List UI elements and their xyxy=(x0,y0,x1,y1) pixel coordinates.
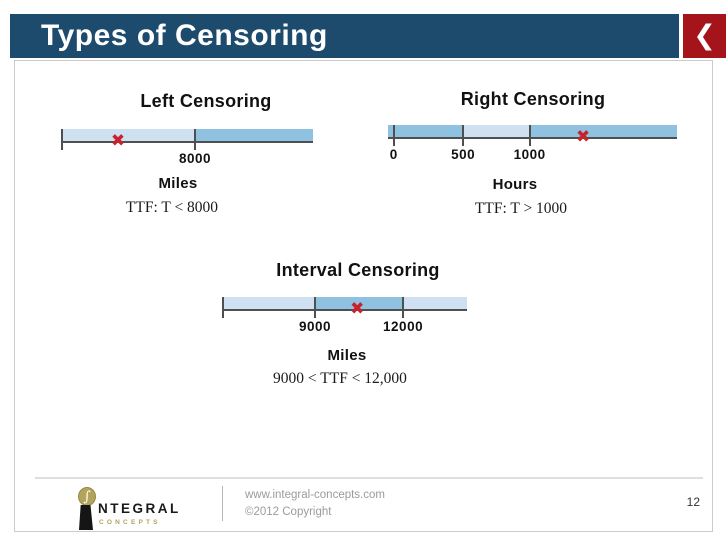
timeline-tick xyxy=(194,129,197,150)
logo-text-sub: CONCEPTS xyxy=(99,519,161,526)
slide-title: Types of Censoring xyxy=(41,19,328,52)
footer-text-block: www.integral-concepts.com ©2012 Copyrigh… xyxy=(245,487,385,521)
interval-censoring-timeline: 9000 12000 ✖ xyxy=(222,297,467,337)
tick-label: 1000 xyxy=(513,147,546,162)
back-button[interactable]: ❮ xyxy=(683,14,726,58)
footer-website: www.integral-concepts.com xyxy=(245,489,385,501)
page-number: 12 xyxy=(686,495,700,509)
failure-x-icon: ✖ xyxy=(575,127,591,148)
right-censoring-timeline: 0 500 1000 ✖ xyxy=(388,125,677,165)
timeline-segment-light xyxy=(403,297,467,309)
tick-label: 0 xyxy=(389,147,398,162)
timeline-baseline xyxy=(223,309,467,311)
interval-censoring-heading: Interval Censoring xyxy=(276,260,440,280)
timeline-segment-light xyxy=(223,297,315,309)
footer-copyright: ©2012 Copyright xyxy=(245,506,332,518)
right-censoring-formula: TTF: T > 1000 xyxy=(474,200,568,217)
timeline-segment-medium xyxy=(195,129,313,141)
timeline-baseline xyxy=(388,137,677,139)
failure-x-icon: ✖ xyxy=(350,299,365,320)
footer-rule xyxy=(35,477,703,479)
timeline-segment-medium xyxy=(314,297,404,309)
timeline-segment-light xyxy=(62,129,196,141)
timeline-tick xyxy=(402,297,405,318)
tick-label: 9000 xyxy=(298,319,332,334)
left-censoring-timeline: 8000 ✖ xyxy=(61,129,313,169)
right-censoring-unit-label: Hours xyxy=(492,176,538,193)
timeline-tick xyxy=(462,125,465,146)
title-bar: Types of Censoring xyxy=(10,14,679,58)
left-censoring-heading: Left Censoring xyxy=(140,91,272,111)
timeline-segment-light xyxy=(463,125,530,137)
interval-censoring-unit-label: Miles xyxy=(327,347,367,364)
timeline-tick xyxy=(61,129,63,150)
timeline-tick xyxy=(222,297,224,318)
left-censoring-formula: TTF: T < 8000 xyxy=(125,199,219,216)
timeline-tick xyxy=(313,297,316,318)
tick-label: 12000 xyxy=(383,319,424,334)
tick-label: 500 xyxy=(451,147,476,162)
integral-symbol-icon: ∫ xyxy=(83,488,91,505)
footer-vertical-divider xyxy=(222,486,223,521)
timeline-segment-medium xyxy=(388,125,464,137)
interval-censoring-formula: 9000 < TTF < 12,000 xyxy=(273,370,407,387)
logo-text-main: NTEGRAL xyxy=(98,501,181,516)
timeline-baseline xyxy=(62,141,313,143)
timeline-tick xyxy=(528,125,531,146)
right-censoring-heading: Right Censoring xyxy=(460,89,606,109)
timeline-tick xyxy=(392,125,395,146)
logo-stem xyxy=(79,505,93,530)
timeline-segment-medium xyxy=(529,125,677,137)
back-chevron-icon: ❮ xyxy=(693,19,716,51)
failure-x-icon: ✖ xyxy=(110,131,126,152)
logo-integral-circle: ∫ xyxy=(78,487,96,506)
left-censoring-unit-label: Miles xyxy=(158,175,198,192)
tick-label: 8000 xyxy=(178,151,212,166)
company-logo: ∫ NTEGRAL CONCEPTS xyxy=(78,486,208,536)
